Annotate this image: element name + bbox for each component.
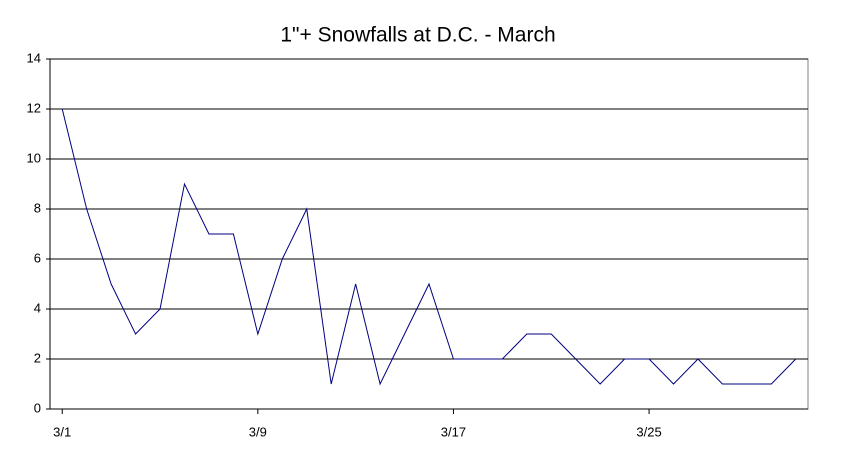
plot-area bbox=[49, 58, 809, 410]
y-tick-label: 2 bbox=[34, 350, 41, 365]
y-tick-label: 8 bbox=[34, 200, 41, 215]
y-tick-label: 14 bbox=[27, 50, 41, 65]
x-tick-label: 3/25 bbox=[636, 424, 661, 439]
data-line bbox=[61, 108, 797, 386]
x-tick-label: 3/1 bbox=[53, 424, 71, 439]
y-tick-label: 4 bbox=[34, 300, 41, 315]
y-tick-label: 0 bbox=[34, 400, 41, 415]
chart-title: 1"+ Snowfalls at D.C. - March bbox=[280, 24, 555, 47]
y-tick-label: 12 bbox=[27, 100, 41, 115]
x-tick-label: 3/17 bbox=[441, 424, 466, 439]
y-tick-label: 10 bbox=[27, 150, 41, 165]
y-tick-label: 6 bbox=[34, 250, 41, 265]
x-tick-label: 3/9 bbox=[249, 424, 267, 439]
